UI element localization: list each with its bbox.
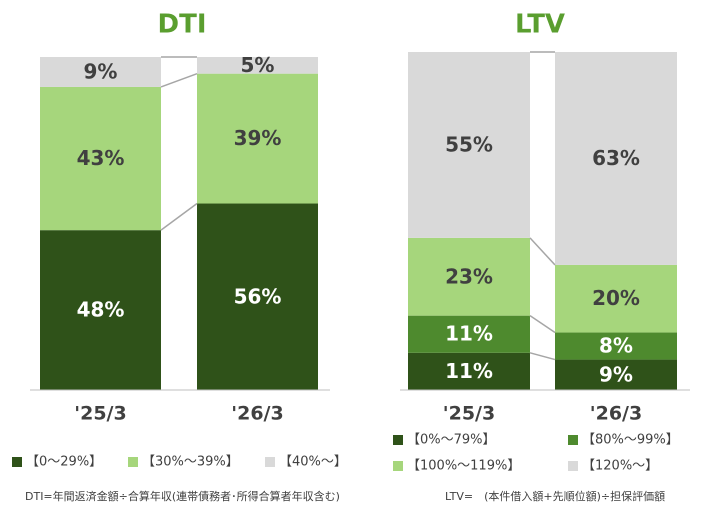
data-label: 11% [445, 359, 493, 383]
data-label: 56% [234, 284, 282, 308]
bar-segment [408, 352, 530, 390]
bar-segment [408, 315, 530, 353]
x-tick-label: '26/3 [590, 403, 642, 425]
data-label: 9% [84, 59, 118, 83]
bar-segment [197, 57, 318, 74]
bar-segment [555, 52, 677, 265]
data-label: 8% [599, 334, 633, 358]
legend-label: 【80%～99%】 [582, 433, 679, 448]
legend-swatch [128, 457, 138, 467]
legend-swatch [568, 461, 578, 471]
legend-label: 【120%～】 [582, 459, 658, 474]
data-label: 20% [592, 286, 640, 310]
data-label: 43% [77, 146, 125, 170]
bar-segment [197, 73, 318, 204]
bar-segment [40, 57, 161, 87]
bar-segment [555, 359, 677, 390]
legend-swatch [568, 435, 578, 445]
data-label: 11% [445, 322, 493, 346]
bar-segment [40, 86, 161, 231]
connector [160, 202, 198, 231]
connector [529, 352, 556, 361]
legend-label: 【0～29%】 [26, 455, 102, 470]
legend-swatch [393, 435, 403, 445]
connector [529, 237, 556, 266]
data-label: 55% [445, 132, 493, 156]
data-label: 5% [241, 53, 275, 77]
legend-label: 【30%～39%】 [142, 455, 239, 470]
legend-swatch [12, 457, 22, 467]
bar-segment [40, 230, 161, 390]
footnote: DTI=年間返済金額÷合算年収(連帯債務者･所得合算者年収含む) [25, 489, 340, 503]
legend-label: 【100%～119%】 [407, 459, 520, 474]
x-tick-label: '25/3 [443, 403, 495, 425]
legend-label: 【40%～】 [279, 455, 347, 470]
bar-segment [408, 237, 530, 316]
x-tick-label: '25/3 [74, 403, 126, 425]
data-label: 9% [599, 362, 633, 386]
data-label: 48% [77, 298, 125, 322]
bar-segment [197, 203, 318, 390]
chart-title: DTI [158, 10, 207, 40]
chart-title: LTV [515, 10, 565, 40]
data-label: 63% [592, 146, 640, 170]
data-label: 23% [445, 264, 493, 288]
data-label: 39% [234, 126, 282, 150]
bar-segment [408, 52, 530, 238]
legend-label: 【0%～79%】 [407, 433, 496, 448]
legend-swatch [265, 457, 275, 467]
bar-segment [555, 264, 677, 333]
connector [160, 72, 198, 88]
footnote: LTV= (本件借入額+先順位額)÷担保評価額 [445, 489, 665, 503]
bar-segment [555, 332, 677, 360]
connector [529, 315, 556, 334]
legend-swatch [393, 461, 403, 471]
x-tick-label: '26/3 [231, 403, 283, 425]
